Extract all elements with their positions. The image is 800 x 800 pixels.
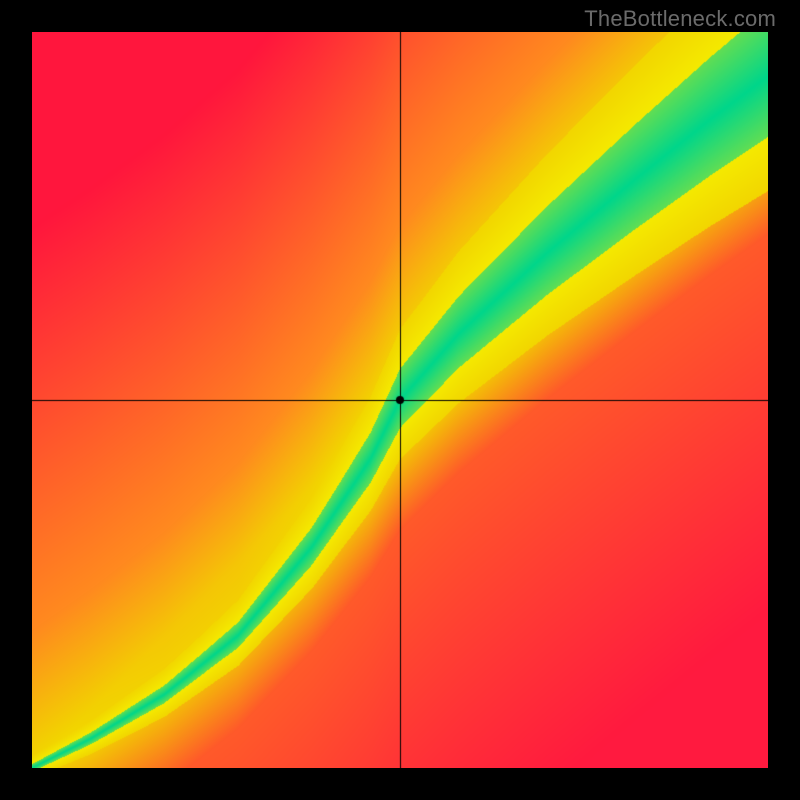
watermark-text: TheBottleneck.com xyxy=(584,6,776,32)
chart-frame: TheBottleneck.com xyxy=(0,0,800,800)
heatmap-plot xyxy=(32,32,768,768)
heatmap-canvas xyxy=(32,32,768,768)
